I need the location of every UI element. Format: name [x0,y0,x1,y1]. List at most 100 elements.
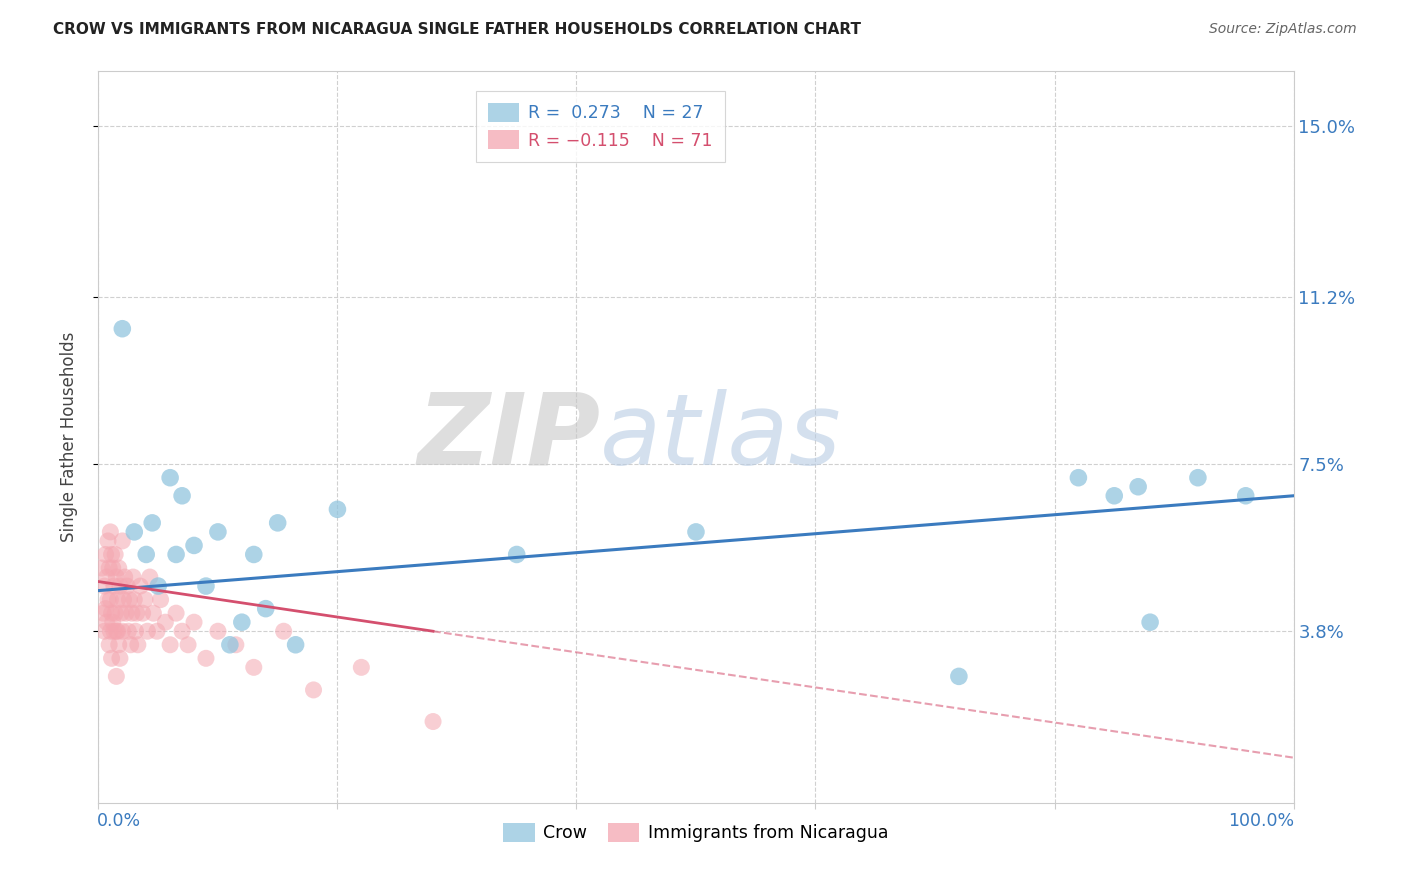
Point [107,638,129,652]
Point [98,624,122,639]
Point [685,524,707,539]
Point [103,579,125,593]
Point [131,606,153,620]
Point [98,524,122,539]
Point [94,601,117,615]
Point [165,548,187,562]
Point [172,624,194,639]
Point [1067,471,1090,485]
Point [118,592,141,607]
Point [117,624,139,639]
Point [124,624,146,639]
Point [172,489,194,503]
Point [91,561,114,575]
Point [207,524,229,539]
Legend: Crow, Immigrants from Nicaragua: Crow, Immigrants from Nicaragua [496,816,896,849]
Point [267,516,290,530]
Point [148,579,170,593]
Point [114,570,136,584]
Point [101,615,124,630]
Point [101,561,124,575]
Point [96,615,118,630]
Point [124,524,146,539]
Point [243,548,266,562]
Point [104,548,127,562]
Point [1128,480,1150,494]
Point [135,548,157,562]
Point [125,606,148,620]
Point [111,533,134,548]
Point [142,606,165,620]
Point [1104,489,1126,503]
Point [98,592,122,607]
Text: Source: ZipAtlas.com: Source: ZipAtlas.com [1209,22,1357,37]
Point [1139,615,1161,630]
Y-axis label: Single Father Households: Single Father Households [59,332,77,542]
Point [98,561,121,575]
Point [115,579,138,593]
Point [350,660,373,674]
Point [165,606,187,620]
Point [115,606,138,620]
Text: atlas: atlas [600,389,842,485]
Point [105,624,128,639]
Point [146,624,169,639]
Point [948,669,970,683]
Point [284,638,307,652]
Point [422,714,444,729]
Text: 0.0%: 0.0% [97,813,142,830]
Point [219,638,242,652]
Point [108,579,131,593]
Point [108,651,131,665]
Point [141,516,163,530]
Point [207,624,229,639]
Point [105,570,128,584]
Point [110,606,132,620]
Point [96,570,118,584]
Point [97,592,120,607]
Point [100,548,122,562]
Text: CROW VS IMMIGRANTS FROM NICARAGUA SINGLE FATHER HOUSEHOLDS CORRELATION CHART: CROW VS IMMIGRANTS FROM NICARAGUA SINGLE… [53,22,862,37]
Point [159,471,181,485]
Point [107,624,129,639]
Point [100,651,122,665]
Point [91,606,114,620]
Point [254,601,277,615]
Point [97,533,120,548]
Point [1234,489,1257,503]
Text: ZIP: ZIP [418,389,600,485]
Point [139,570,162,584]
Point [136,624,159,639]
Point [159,638,181,652]
Point [183,538,205,552]
Point [112,592,135,607]
Text: 100.0%: 100.0% [1229,813,1295,830]
Point [121,606,143,620]
Point [111,322,134,336]
Point [243,660,266,674]
Point [506,548,529,562]
Point [127,638,149,652]
Point [94,548,117,562]
Point [1187,471,1209,485]
Point [134,592,156,607]
Point [98,638,121,652]
Point [93,624,115,639]
Point [149,592,172,607]
Point [100,606,122,620]
Point [120,638,142,652]
Point [155,615,177,630]
Point [326,502,349,516]
Point [122,570,145,584]
Point [177,638,200,652]
Point [129,579,152,593]
Point [93,579,115,593]
Point [195,579,218,593]
Point [104,606,127,620]
Point [111,624,134,639]
Point [231,615,253,630]
Point [107,561,129,575]
Point [225,638,247,652]
Point [183,615,205,630]
Point [124,592,146,607]
